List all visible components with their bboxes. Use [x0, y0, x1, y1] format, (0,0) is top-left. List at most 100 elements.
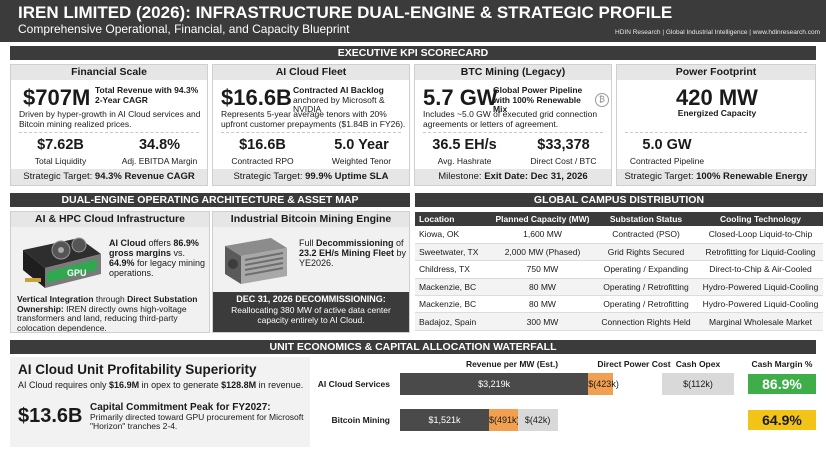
campus-cell: 80 MW: [491, 278, 594, 297]
campus-cell: Operating / Expanding: [594, 260, 698, 279]
kpi-footer-value: 99.9% Uptime SLA: [305, 171, 389, 182]
vert-2: IREN directly owns high-voltage transfor…: [17, 303, 187, 333]
source-credit: HDIN Research | Global Industrial Intell…: [615, 29, 820, 36]
kpi-footer-value: 94.3% Revenue CAGR: [94, 171, 195, 182]
architecture-section-title: DUAL-ENGINE OPERATING ARCHITECTURE & ASS…: [10, 193, 410, 207]
kpi-big-value: 5.7 GW: [423, 85, 498, 110]
econ-sub-b2: $128.8M: [221, 380, 257, 390]
ai-lead-1: offers: [146, 238, 174, 248]
gpu-card-icon: GPU: [23, 237, 101, 288]
kpi-desc: Includes ~5.0 GW of executed grid connec…: [423, 109, 598, 129]
econ-sub-2: in opex to generate: [139, 380, 222, 390]
campus-cell: Mackenzie, BC: [415, 278, 491, 297]
ai-lead-2: vs.: [171, 248, 186, 258]
capex-value: $13.6B: [18, 405, 83, 427]
kpi-section-title: EXECUTIVE KPI SCORECARD: [10, 46, 816, 60]
kpi-footer: Strategic Target: 99.9% Uptime SLA: [213, 169, 409, 185]
campus-cell: Direct-to-Chip & Air-Cooled: [698, 260, 823, 279]
bitcoin-mining-cash-margin: 64.9%: [748, 410, 816, 430]
ai-cloud-cash-margin: 86.9%: [748, 374, 816, 394]
decom-2: of: [393, 238, 404, 248]
kpi-metric-value: 5.0 Year: [334, 137, 389, 153]
ai-lead-margin2: 64.9%: [109, 258, 135, 268]
kpi-divider: [625, 132, 807, 133]
kpi-big-value: $707M: [23, 85, 91, 110]
campus-section-title: GLOBAL CAMPUS DISTRIBUTION: [415, 193, 823, 207]
campus-row: Childress, TX 750 MW Operating / Expanding…: [415, 260, 823, 279]
kpi-divider: [221, 132, 401, 133]
kpi-metric-label: Contracted Pipeline: [629, 156, 705, 166]
campus-row: Sweetwater, TX 2,000 MW (Phased) Grid Righ…: [415, 243, 823, 262]
kpi-footer: Milestone: Exit Date: Dec 31, 2026: [415, 169, 611, 185]
btc-mining-panel: Industrial Bitcoin Mining Engine Full De…: [212, 211, 410, 333]
kpi-big-desc: Energized Capacity: [677, 108, 757, 118]
vert-bold: Vertical Integration: [17, 294, 94, 304]
campus-cell: Badajoz, Spain: [415, 312, 491, 331]
kpi-footer-prefix: Strategic Target:: [23, 171, 95, 182]
econ-sub-b1: $16.9M: [109, 380, 140, 390]
col-opex: Cash Opex: [675, 359, 721, 369]
kpi-big-value: 420 MW: [676, 85, 758, 110]
kpi-heading: AI Cloud Fleet: [213, 65, 409, 80]
campus-col-capacity: Planned Capacity (MW): [491, 212, 594, 226]
econ-sub-3: in revenue.: [256, 380, 304, 390]
capex-title: Capital Commitment Peak for FY2027:: [90, 402, 271, 413]
campus-cell: Kiowa, OK: [415, 226, 491, 244]
kpi-desc: Driven by hyper-growth in AI Cloud servi…: [19, 109, 201, 129]
kpi-footer-value: 100% Renewable Energy: [696, 171, 808, 182]
profitability-headline: AI Cloud Unit Profitability Superiority: [18, 362, 257, 377]
capex-desc-text: Primarily directed toward GPU procuremen…: [90, 411, 304, 431]
waterfall-chart: Revenue per MW (Est.) Direct Power Cost …: [312, 356, 822, 448]
kpi-metric-value: $7.62B: [37, 137, 84, 153]
kpi-footer-prefix: Milestone:: [438, 171, 485, 182]
capex-desc: Capital Commitment Peak for FY2027: Prima…: [90, 403, 308, 432]
profitability-summary: AI Cloud Unit Profitability Superiority …: [10, 357, 310, 447]
col-power: Direct Power Cost: [597, 359, 671, 369]
kpi-heading: Financial Scale: [11, 65, 207, 80]
campus-cell: Childress, TX: [415, 260, 491, 279]
kpi-heading: BTC Mining (Legacy): [415, 65, 611, 80]
ai-cloud-revenue-bar: $3,219k: [400, 373, 589, 395]
bitcoin-icon: ₿: [595, 93, 609, 107]
bitcoin-mining-cash-opex-bar: $(42k): [517, 409, 558, 431]
kpi-card-ai-cloud-fleet: AI Cloud Fleet $16.6B Contracted AI Back…: [212, 64, 410, 186]
kpi-footer: Strategic Target: 94.3% Revenue CAGR: [11, 169, 207, 185]
campus-cell: 80 MW: [491, 295, 594, 314]
kpi-metric-value: $33,378: [537, 137, 590, 153]
asic-miner-icon: [225, 238, 287, 284]
kpi-big-desc: Total Revenue with 94.3% 2-Year CAGR: [95, 85, 199, 105]
decom-bold2: 23.2 EH/s Mining Fleet: [299, 248, 395, 258]
gpu-label: GPU: [67, 268, 87, 278]
kpi-footer-value: Exit Date: Dec 31, 2026: [484, 171, 588, 182]
decommission-callout: DEC 31, 2026 DECOMMISSIONING: Reallocati…: [213, 292, 409, 332]
ai-hpc-panel: AI & HPC Cloud Infrastructure GPU AI Clo…: [10, 211, 210, 333]
campus-cell: Operating / Retrofitting: [594, 295, 698, 314]
campus-cell: Hydro-Powered Liquid-Cooling: [698, 295, 823, 314]
kpi-big-desc-bold: Contracted AI Backlog: [293, 85, 384, 95]
campus-cell: Contracted (PSO): [594, 226, 698, 244]
campus-cell: Hydro-Powered Liquid-Cooling: [698, 278, 823, 297]
kpi-card-financial-scale: Financial Scale $707M Total Revenue with…: [10, 64, 208, 186]
campus-cell: 2,000 MW (Phased): [491, 243, 594, 262]
kpi-metric-value: $16.6B: [239, 137, 286, 153]
bitcoin-mining-power-cost-bar: $(491k): [488, 409, 519, 431]
kpi-metric-label: Contracted RPO: [231, 156, 294, 166]
profitability-subtext: AI Cloud requires only $16.9M in opex to…: [18, 380, 303, 390]
category-label: Bitcoin Mining: [331, 415, 390, 425]
kpi-divider: [423, 132, 603, 133]
kpi-metric-label: Adj. EBITDA Margin: [121, 156, 198, 166]
ai-lead-3: for legacy mining operations.: [109, 258, 206, 278]
kpi-footer: Strategic Target: 100% Renewable Energy: [617, 169, 815, 185]
campus-header-row: Location Planned Capacity (MW) Substatio…: [415, 212, 823, 226]
kpi-divider: [19, 132, 199, 133]
campus-col-cooling: Cooling Technology: [698, 212, 823, 226]
campus-col-location: Location: [415, 212, 491, 226]
campus-row: Kiowa, OK 1,600 MW Contracted (PSO) Closed-…: [415, 226, 823, 244]
kpi-heading: Power Footprint: [617, 65, 815, 80]
kpi-footer-prefix: Strategic Target:: [233, 171, 306, 182]
col-margin: Cash Margin %: [751, 359, 813, 369]
kpi-metric-label: Direct Cost / BTC: [530, 156, 597, 166]
ai-cloud-cash-opex-bar: $(112k): [662, 373, 734, 395]
kpi-footer-prefix: Strategic Target:: [624, 171, 697, 182]
campus-table: Location Planned Capacity (MW) Substatio…: [415, 212, 823, 331]
